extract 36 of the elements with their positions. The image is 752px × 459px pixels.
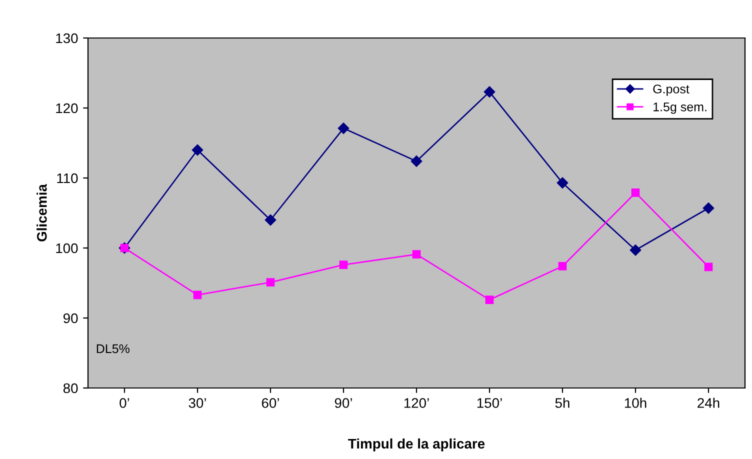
annotation: DL5% xyxy=(96,344,130,354)
legend-label: G.post xyxy=(653,84,690,96)
point xyxy=(264,214,276,226)
point xyxy=(339,260,348,269)
y-tick-label: 100 xyxy=(56,243,78,254)
x-tick-label: 120’ xyxy=(404,398,429,408)
x-tick-label: 60’ xyxy=(262,398,279,408)
x-tick-label: 0’ xyxy=(120,398,130,408)
point xyxy=(484,86,496,98)
x-tick-label: 30’ xyxy=(188,398,206,408)
x-tick-label: 90’ xyxy=(334,398,352,408)
point xyxy=(193,290,202,300)
legend-label: 1.5g sem. xyxy=(654,102,706,114)
point xyxy=(338,122,350,134)
point xyxy=(556,177,568,189)
point xyxy=(485,296,494,304)
point xyxy=(702,202,714,214)
y-axis-title: Glicemia xyxy=(36,184,47,242)
y-tick-label: 80 xyxy=(63,383,78,394)
x-axis-title: Timpul de la aplicare xyxy=(348,438,485,452)
x-tick-label: 24h xyxy=(698,398,720,408)
point xyxy=(631,188,640,197)
point xyxy=(704,262,713,272)
point xyxy=(410,156,422,167)
point xyxy=(266,278,275,286)
point xyxy=(558,262,567,270)
x-tick-label: 150’ xyxy=(477,398,502,408)
point xyxy=(192,144,204,156)
point xyxy=(412,250,421,258)
y-tick-label: 110 xyxy=(57,173,78,184)
y-tick-label: 130 xyxy=(56,33,78,44)
x-tick-label: 10h xyxy=(624,398,646,408)
point xyxy=(630,244,642,256)
x-tick-label: 5h xyxy=(555,398,570,408)
y-tick-label: 90 xyxy=(63,313,78,324)
y-tick-label: 120 xyxy=(56,103,78,114)
